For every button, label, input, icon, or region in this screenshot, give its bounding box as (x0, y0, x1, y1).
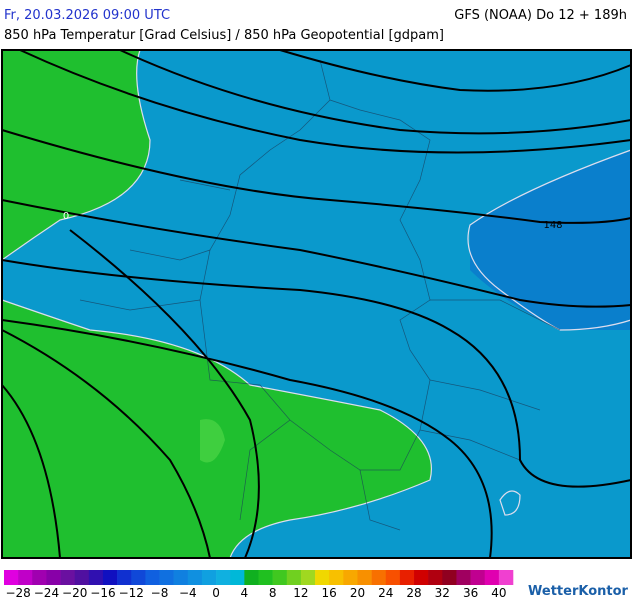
colorbar: −28 −24 −20 −16 −12 −8 −4 0 4 8 12 16 20 24 28 32 36 40 (4, 570, 514, 600)
colorbar-tick-label: 0 (212, 586, 220, 600)
colorbar-tick-label: −12 (119, 586, 144, 600)
colorbar-swatch (131, 570, 146, 585)
colorbar-swatch (4, 570, 19, 585)
colorbar-swatch (442, 570, 457, 585)
colorbar-swatch (159, 570, 174, 585)
colorbar-swatch (414, 570, 429, 585)
colorbar-swatch (18, 570, 33, 585)
colorbar-swatch (145, 570, 160, 585)
colorbar-swatch (329, 570, 344, 585)
colorbar-tick-label: 8 (269, 586, 277, 600)
colorbar-swatch (343, 570, 358, 585)
colorbar-swatch (88, 570, 104, 585)
colorbar-tick-label: 24 (378, 586, 393, 600)
colorbar-swatch (300, 570, 316, 585)
colorbar-swatch (357, 570, 372, 585)
colorbar-tick-label: −4 (179, 586, 197, 600)
colorbar-swatch (272, 570, 288, 585)
colorbar-tick-label: −16 (90, 586, 115, 600)
colorbar-tick-label: 20 (350, 586, 365, 600)
datetime: Fr, 20.03.2026 09:00 UTC (4, 8, 170, 23)
colorbar-swatch (484, 570, 500, 585)
colorbar-tick-label: 12 (293, 586, 308, 600)
colorbar-swatch (32, 570, 47, 585)
colorbar-tick-label: −8 (151, 586, 169, 600)
colorbar-swatch (428, 570, 443, 585)
colorbar-swatch (456, 570, 471, 585)
colorbar-swatch (498, 570, 514, 585)
colorbar-swatch (173, 570, 189, 585)
colorbar-swatch (258, 570, 273, 585)
colorbar-swatch (117, 570, 132, 585)
isohypse-label: 148 (543, 220, 562, 231)
colorbar-tick-label: 36 (463, 586, 478, 600)
colorbar-tick-label: 16 (322, 586, 337, 600)
colorbar-swatch (286, 570, 302, 585)
subtitle: 850 hPa Temperatur [Grad Celsius] / 850 … (4, 28, 444, 43)
colorbar-swatch (74, 570, 90, 585)
colorbar-swatch (230, 570, 245, 585)
colorbar-tick-label: 32 (435, 586, 450, 600)
colorbar-swatch (102, 570, 118, 585)
colorbar-tick-label: 40 (491, 586, 506, 600)
colorbar-tick-label: 4 (241, 586, 249, 600)
colorbar-swatch (46, 570, 61, 585)
colorbar-swatch (244, 570, 259, 585)
colorbar-swatch (216, 570, 231, 585)
colorbar-swatch (385, 570, 401, 585)
colorbar-swatch (201, 570, 217, 585)
colorbar-swatch (187, 570, 203, 585)
colorbar-tick-label: −24 (34, 586, 59, 600)
isotherm-label: 0 (63, 211, 69, 222)
colorbar-swatch (399, 570, 415, 585)
colorbar-tick-label: −28 (5, 586, 30, 600)
model-run: GFS (NOAA) Do 12 + 189h (454, 8, 627, 23)
colorbar-tick-label: 28 (406, 586, 421, 600)
colorbar-tick-label: −20 (62, 586, 87, 600)
colorbar-swatch (315, 570, 330, 585)
colorbar-swatch (60, 570, 75, 585)
colorbar-swatch (470, 570, 486, 585)
map: 0 148 (1, 49, 632, 559)
colorbar-swatch (371, 570, 387, 585)
logo: WetterKontor (528, 584, 629, 599)
